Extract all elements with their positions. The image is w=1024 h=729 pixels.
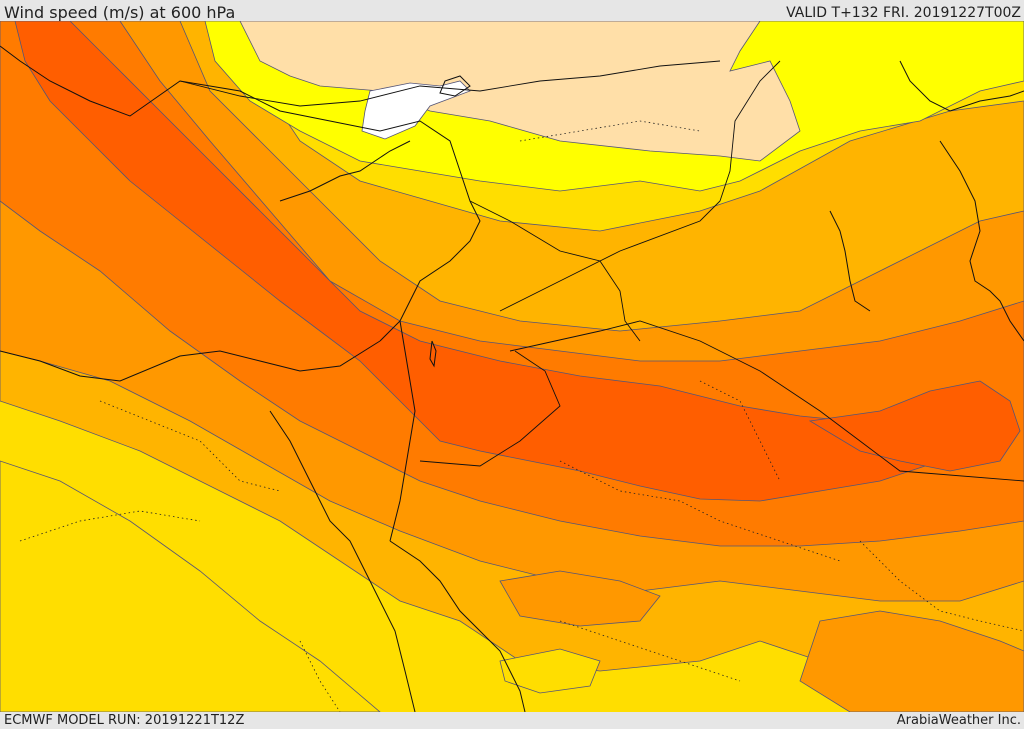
tan-region <box>239 21 801 162</box>
south-yellow-region <box>499 648 601 694</box>
model-run-label: ECMWF MODEL RUN: 20191221T12Z <box>4 713 245 728</box>
footer-bar: ECMWF MODEL RUN: 20191221T12Z ArabiaWeat… <box>0 712 1024 729</box>
map-title: Wind speed (m/s) at 600 hPa <box>4 3 236 22</box>
south-orange-region <box>499 570 661 627</box>
country-borders <box>179 60 1024 482</box>
dead-sea-outline <box>429 340 437 368</box>
map-canvas <box>0 21 1024 712</box>
wind-speed-map <box>0 21 1024 712</box>
southeast-orange-region <box>799 610 1024 712</box>
caspian-outline <box>439 75 471 97</box>
header-bar: Wind speed (m/s) at 600 hPa VALID T+132 … <box>0 0 1024 22</box>
southwest-yellow-region <box>0 460 381 712</box>
jet-core-region <box>14 21 941 502</box>
east-jet-region <box>808 380 1021 472</box>
coastlines <box>0 45 1024 712</box>
province-borders <box>19 120 1024 712</box>
valid-time: VALID T+132 FRI. 20191227T00Z <box>786 5 1021 21</box>
credit-label: ArabiaWeather Inc. <box>896 713 1021 728</box>
white-region <box>361 80 471 140</box>
